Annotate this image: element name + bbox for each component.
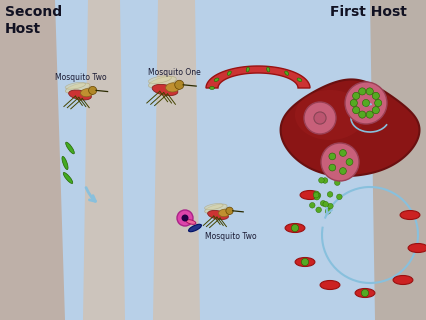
Ellipse shape xyxy=(294,258,314,267)
Polygon shape xyxy=(153,0,199,320)
Circle shape xyxy=(327,203,332,209)
Circle shape xyxy=(89,86,96,94)
Polygon shape xyxy=(280,79,418,176)
Circle shape xyxy=(309,203,314,208)
Circle shape xyxy=(344,82,386,124)
Ellipse shape xyxy=(209,86,214,90)
Circle shape xyxy=(325,208,330,214)
Ellipse shape xyxy=(62,156,68,170)
Circle shape xyxy=(345,159,352,165)
Circle shape xyxy=(320,201,325,206)
Polygon shape xyxy=(205,66,309,88)
Circle shape xyxy=(349,100,357,107)
Circle shape xyxy=(328,164,335,171)
Circle shape xyxy=(366,88,372,95)
Text: First Host: First Host xyxy=(329,5,406,19)
Circle shape xyxy=(334,180,339,186)
Circle shape xyxy=(322,178,327,183)
Ellipse shape xyxy=(204,204,227,213)
Polygon shape xyxy=(294,90,364,140)
Circle shape xyxy=(177,210,193,226)
Circle shape xyxy=(362,100,369,107)
Ellipse shape xyxy=(246,67,249,72)
Circle shape xyxy=(314,194,319,200)
Circle shape xyxy=(225,207,233,214)
Circle shape xyxy=(181,214,188,221)
Polygon shape xyxy=(369,0,426,320)
Circle shape xyxy=(313,112,325,124)
Circle shape xyxy=(318,178,323,183)
Ellipse shape xyxy=(148,76,171,84)
Ellipse shape xyxy=(65,83,85,89)
Ellipse shape xyxy=(188,224,201,232)
Circle shape xyxy=(371,92,379,100)
Ellipse shape xyxy=(207,211,228,220)
Circle shape xyxy=(174,80,184,89)
Ellipse shape xyxy=(354,289,374,298)
Circle shape xyxy=(352,107,359,114)
Circle shape xyxy=(339,149,345,156)
Text: Mosquito Two: Mosquito Two xyxy=(55,73,106,82)
Ellipse shape xyxy=(186,220,196,224)
Ellipse shape xyxy=(66,142,74,154)
Text: Mosquito Two: Mosquito Two xyxy=(204,232,256,241)
Circle shape xyxy=(336,194,341,200)
Ellipse shape xyxy=(165,83,179,92)
Ellipse shape xyxy=(218,209,230,217)
Ellipse shape xyxy=(81,89,93,97)
Circle shape xyxy=(374,100,381,107)
Ellipse shape xyxy=(227,71,231,75)
Circle shape xyxy=(366,111,372,118)
Circle shape xyxy=(360,289,368,297)
Ellipse shape xyxy=(285,223,304,233)
Circle shape xyxy=(322,202,328,207)
Ellipse shape xyxy=(69,90,91,100)
Ellipse shape xyxy=(266,67,269,72)
Ellipse shape xyxy=(204,204,223,210)
Circle shape xyxy=(314,193,320,198)
Circle shape xyxy=(334,176,340,182)
Ellipse shape xyxy=(65,83,90,93)
Ellipse shape xyxy=(392,276,412,284)
Circle shape xyxy=(328,153,335,160)
Ellipse shape xyxy=(284,71,288,75)
Circle shape xyxy=(358,111,365,118)
Ellipse shape xyxy=(299,190,319,199)
Text: Second
Host: Second Host xyxy=(5,5,62,36)
Circle shape xyxy=(371,107,379,114)
Polygon shape xyxy=(83,0,125,320)
Circle shape xyxy=(320,143,358,181)
Ellipse shape xyxy=(407,244,426,252)
Circle shape xyxy=(313,192,318,198)
Ellipse shape xyxy=(320,281,339,290)
Ellipse shape xyxy=(148,76,176,88)
Circle shape xyxy=(358,88,365,95)
Polygon shape xyxy=(0,0,65,320)
Text: Mosquito One: Mosquito One xyxy=(148,68,200,77)
Circle shape xyxy=(303,102,335,134)
Circle shape xyxy=(301,259,308,266)
Ellipse shape xyxy=(214,78,219,82)
Circle shape xyxy=(315,207,321,212)
Ellipse shape xyxy=(152,84,177,96)
Circle shape xyxy=(291,224,298,232)
Ellipse shape xyxy=(63,172,72,183)
Circle shape xyxy=(339,168,345,174)
Circle shape xyxy=(352,92,359,100)
Ellipse shape xyxy=(296,78,301,82)
Circle shape xyxy=(313,191,319,196)
Circle shape xyxy=(326,192,332,197)
Ellipse shape xyxy=(399,211,419,220)
